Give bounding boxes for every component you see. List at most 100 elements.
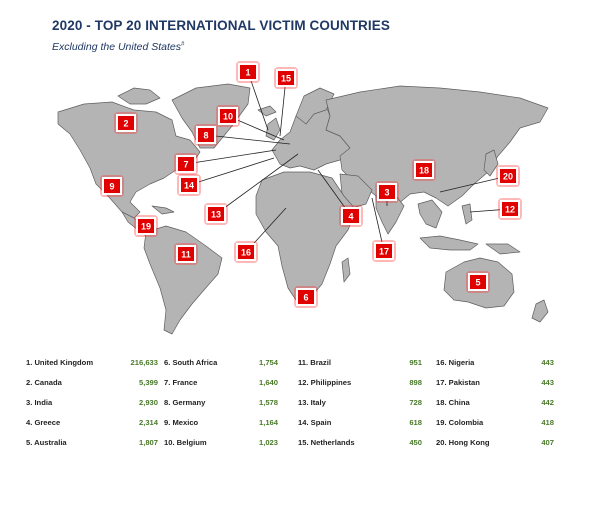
country-name: 18. China [436,398,470,407]
table-row: 5. Australia 1,807 [26,438,158,450]
philippines [461,203,473,225]
marker-label-7: 7 [183,159,188,169]
country-name: 14. Spain [298,418,332,427]
table-row: 10. Belgium 1,023 [164,438,278,450]
marker-19: 19 [134,215,158,237]
table-row: 17. Pakistan 443 [436,378,554,390]
marker-label-13: 13 [211,209,221,219]
marker-11: 11 [174,243,198,265]
table-row: 2. Canada 5,399 [26,378,158,390]
marker-label-9: 9 [109,181,114,191]
table-row: 7. France 1,640 [164,378,278,390]
marker-8: 8 [194,124,218,146]
victim-count: 442 [541,398,554,407]
leader-lines [185,71,511,253]
table-row: 9. Mexico 1,164 [164,418,278,430]
new-guinea [485,243,521,255]
marker-label-15: 15 [281,73,291,83]
victim-count: 1,640 [258,378,278,387]
country-name: 11. Brazil [298,358,331,367]
marker-label-10: 10 [223,111,233,121]
marker-12: 12 [498,198,522,220]
japan [483,149,499,177]
table-row: 8. Germany 1,578 [164,398,278,410]
country-name: 13. Italy [298,398,326,407]
leader-line-20 [439,175,509,193]
country-name: 19. Colombia [436,418,484,427]
marker-9: 9 [100,175,124,197]
marker-14: 14 [177,174,201,196]
marker-7: 7 [174,153,198,175]
victim-count: 443 [541,378,554,387]
marker-label-4: 4 [348,211,353,221]
victim-count: 443 [541,358,554,367]
map-title: 2020 - TOP 20 INTERNATIONAL VICTIM COUNT… [52,18,390,33]
southeast-asia [417,199,443,229]
victim-count: 2,314 [138,418,158,427]
victim-count: 450 [409,438,422,447]
table-row: 3. India 2,930 [26,398,158,410]
marker-label-3: 3 [384,187,389,197]
victim-count: 1,754 [258,358,278,367]
greenland [171,83,251,149]
country-name: 6. South Africa [164,358,218,367]
country-name: 20. Hong Kong [436,438,490,447]
country-name: 10. Belgium [164,438,207,447]
asia [325,85,549,211]
table-row: 13. Italy 728 [298,398,422,410]
table-row: 6. South Africa 1,754 [164,358,278,370]
madagascar [341,257,351,283]
leader-line-15 [279,77,287,137]
country-name: 1. United Kingdom [26,358,94,367]
leader-line-13 [215,153,299,215]
map-subtitle: Excluding the United States# [52,41,185,53]
victim-count: 898 [409,378,422,387]
marker-label-14: 14 [184,180,194,190]
victim-count: 216,633 [130,358,158,367]
victim-count: 1,164 [258,418,278,427]
victim-count: 728 [409,398,422,407]
victim-count: 1,023 [258,438,278,447]
table-row: 15. Netherlands 450 [298,438,422,450]
country-name: 17. Pakistan [436,378,480,387]
leader-line-14 [188,157,275,186]
victim-count: 951 [409,358,422,367]
marker-label-5: 5 [475,277,480,287]
victim-count: 1,807 [138,438,158,447]
uk [265,117,281,141]
country-name: 2. Canada [26,378,62,387]
marker-label-16: 16 [241,247,251,257]
leader-line-1 [247,71,269,131]
marker-label-19: 19 [141,221,151,231]
country-name: 4. Greece [26,418,61,427]
iceland [257,105,277,117]
caribbean [151,205,175,215]
marker-1: 1 [236,61,260,83]
table-row: 16. Nigeria 443 [436,358,554,370]
marker-15: 15 [274,67,298,89]
marker-13: 13 [204,203,228,225]
table-row: 18. China 442 [436,398,554,410]
marker-label-11: 11 [181,249,191,259]
marker-label-2: 2 [123,118,128,128]
marker-6: 6 [294,286,318,308]
victim-count: 1,578 [258,398,278,407]
marker-label-8: 8 [203,130,208,140]
victim-count: 618 [409,418,422,427]
marker-5: 5 [466,271,490,293]
india [375,195,405,235]
country-name: 15. Netherlands [298,438,355,447]
marker-16: 16 [234,241,258,263]
marker-label-6: 6 [303,292,308,302]
canada-islands [117,87,161,105]
table-row: 1. United Kingdom 216,633 [26,358,158,370]
country-name: 8. Germany [164,398,206,407]
country-name: 5. Australia [26,438,67,447]
table-row: 12. Philippines 898 [298,378,422,390]
country-name: 3. India [26,398,53,407]
table-row: 11. Brazil 951 [298,358,422,370]
marker-17: 17 [372,240,396,262]
south-america [143,225,223,335]
